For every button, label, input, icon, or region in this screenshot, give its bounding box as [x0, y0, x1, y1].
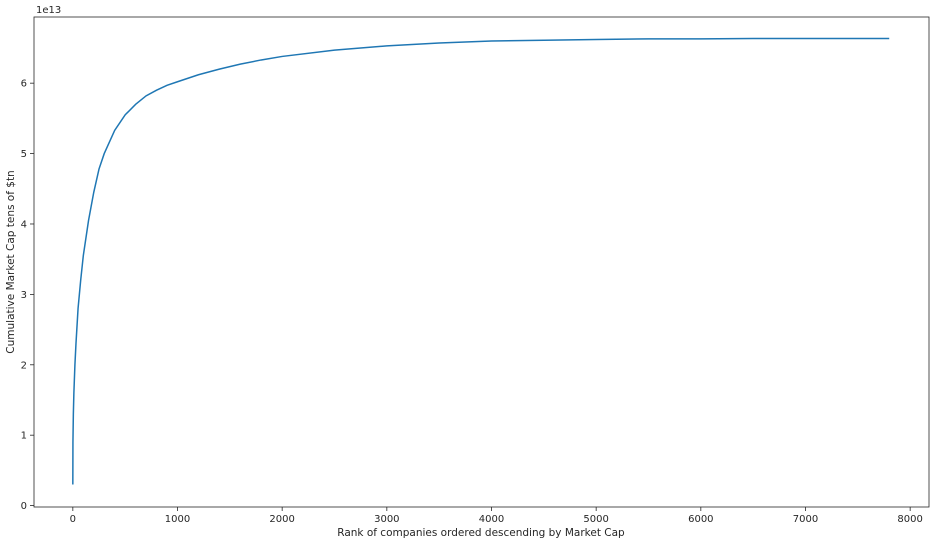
x-axis-title: Rank of companies ordered descending by … [337, 527, 625, 539]
x-tick-label: 8000 [897, 514, 922, 525]
y-tick-label: 4 [21, 219, 27, 230]
x-tick-label: 5000 [583, 514, 608, 525]
y-tick-label: 5 [21, 149, 27, 160]
x-tick-label: 1000 [165, 514, 190, 525]
y-tick-label: 2 [21, 360, 27, 371]
x-axis-ticks: 0 1000 2000 3000 4000 5000 6000 7000 8000 [70, 507, 923, 525]
series-line [72, 37, 890, 485]
x-tick-label: 6000 [688, 514, 713, 525]
x-tick-label: 4000 [479, 514, 504, 525]
y-axis-title: Cumulative Market Cap tens of $tn [5, 170, 17, 353]
y-axis-ticks: 0 1 2 3 4 5 6 [21, 79, 34, 512]
x-tick-label: 3000 [374, 514, 399, 525]
y-tick-label: 1 [21, 431, 27, 442]
y-tick-label: 0 [21, 501, 27, 512]
plot-area [33, 16, 930, 508]
x-tick-label: 7000 [793, 514, 818, 525]
x-tick-label: 2000 [269, 514, 294, 525]
y-tick-label: 6 [21, 79, 27, 90]
y-offset-text: 1e13 [36, 5, 61, 16]
x-tick-label: 0 [70, 514, 76, 525]
y-tick-label: 3 [21, 290, 27, 301]
